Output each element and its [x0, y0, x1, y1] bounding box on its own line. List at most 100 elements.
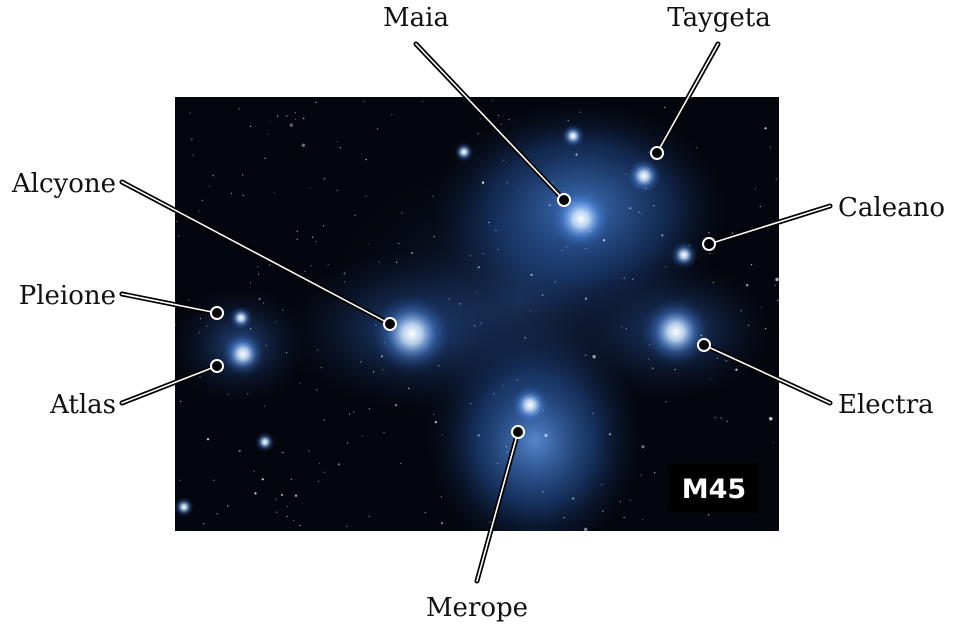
background-star — [572, 497, 575, 500]
background-star — [764, 127, 767, 130]
background-star — [769, 417, 773, 421]
background-star — [506, 182, 508, 184]
background-star — [764, 328, 767, 330]
background-star — [282, 309, 284, 311]
background-star — [664, 106, 666, 109]
background-star — [242, 194, 244, 196]
background-star — [280, 493, 283, 496]
annotation-taygeta: Taygeta — [650, 3, 771, 160]
background-star — [643, 446, 645, 449]
background-star — [336, 189, 338, 191]
background-star — [323, 225, 325, 227]
star-glow — [454, 142, 474, 162]
background-star — [648, 358, 650, 360]
background-star — [377, 128, 379, 130]
background-star — [391, 114, 393, 116]
background-star — [286, 505, 289, 507]
background-star — [480, 322, 482, 324]
background-star — [493, 393, 495, 395]
background-star — [648, 151, 650, 153]
background-star — [339, 147, 341, 149]
annotation-caleano: Caleano — [702, 193, 945, 251]
background-star — [491, 99, 493, 101]
background-star — [642, 518, 644, 520]
background-star — [250, 328, 252, 330]
star-glow — [175, 497, 194, 517]
background-star — [398, 242, 400, 244]
label-merope: Merope — [426, 593, 528, 623]
annotation-maia: Maia — [383, 3, 571, 207]
background-star — [383, 431, 385, 434]
background-star — [720, 417, 722, 419]
marker-electra — [697, 338, 711, 352]
background-star — [554, 281, 556, 283]
background-star — [258, 273, 260, 275]
background-star — [503, 384, 505, 387]
background-star — [621, 326, 623, 328]
background-star — [488, 221, 490, 224]
annotation-merope: Merope — [426, 425, 528, 623]
background-star — [361, 435, 363, 437]
background-star — [516, 379, 518, 381]
background-star — [394, 404, 397, 407]
background-star — [440, 522, 444, 525]
background-star — [625, 328, 628, 330]
marker-atlas — [210, 359, 224, 373]
background-star — [408, 387, 410, 389]
background-star — [474, 325, 476, 327]
background-star — [201, 199, 203, 201]
background-star — [346, 525, 348, 527]
background-star — [316, 389, 318, 391]
background-star — [198, 210, 200, 212]
background-star — [760, 306, 763, 308]
background-star — [337, 463, 340, 466]
background-star — [421, 100, 423, 102]
background-star — [602, 510, 604, 512]
background-star — [772, 442, 775, 444]
background-star — [317, 349, 319, 351]
background-star — [324, 471, 326, 473]
background-star — [274, 192, 276, 194]
background-star — [286, 515, 288, 517]
background-star — [505, 445, 507, 448]
background-star — [319, 462, 321, 464]
background-star — [343, 272, 346, 275]
background-star — [476, 291, 478, 293]
background-star — [301, 143, 305, 147]
background-star — [250, 282, 252, 284]
background-star — [477, 266, 480, 269]
background-star — [530, 273, 533, 276]
background-star — [769, 146, 771, 148]
background-star — [360, 361, 362, 363]
background-star — [714, 417, 717, 419]
background-star — [424, 511, 426, 514]
background-star — [579, 111, 582, 113]
label-atlas: Atlas — [49, 390, 116, 420]
background-star — [654, 472, 656, 474]
background-star — [716, 357, 718, 359]
label-maia: Maia — [383, 3, 449, 33]
background-star — [257, 266, 259, 268]
annotation-pleione: Pleione — [19, 281, 224, 320]
label-caleano: Caleano — [838, 193, 945, 223]
background-star — [299, 524, 301, 527]
label-alcyone: Alcyone — [11, 169, 116, 199]
background-star — [495, 229, 497, 231]
background-star — [203, 523, 205, 525]
background-star — [735, 368, 738, 371]
background-star — [433, 413, 435, 415]
background-star — [477, 434, 480, 437]
background-star — [294, 494, 298, 497]
background-star — [411, 251, 414, 255]
background-star — [497, 248, 499, 250]
star-cluster-photo: M45 — [175, 97, 779, 531]
background-star — [323, 419, 325, 421]
background-star — [563, 517, 565, 519]
background-star — [276, 511, 278, 513]
background-star — [274, 321, 276, 323]
background-star — [336, 140, 338, 143]
background-star — [247, 393, 249, 395]
background-star — [365, 159, 367, 161]
background-star — [731, 232, 733, 234]
